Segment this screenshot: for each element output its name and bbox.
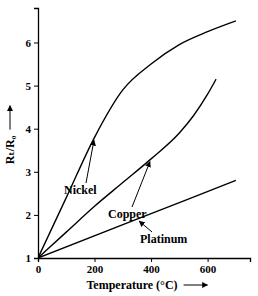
y-tick-mark — [34, 42, 38, 43]
x-tick: 400 — [143, 258, 160, 275]
x-tick-label: 400 — [143, 263, 160, 275]
series-line — [38, 180, 236, 258]
x-tick: 600 — [200, 258, 217, 275]
y-tick-label: 3 — [26, 166, 32, 178]
chart: 0 200 400 600 1 2 3 4 5 6 Nickel Copper Platinum Temp… — [0, 0, 258, 296]
x-tick: 200 — [87, 258, 104, 275]
x-tick-mark — [95, 258, 96, 262]
x-tick-mark — [208, 258, 209, 262]
y-tick-label: 1 — [26, 252, 32, 264]
x-tick-label: 200 — [87, 263, 104, 275]
x-tick-mark — [151, 258, 152, 262]
y-tick: 3 — [26, 166, 39, 178]
y-tick-label: 5 — [26, 80, 32, 92]
series-label: Copper — [108, 207, 147, 221]
x-axis-title: Temperature (°C) — [86, 278, 177, 292]
y-tick-mark — [34, 215, 38, 216]
x-axis: 0 200 400 600 — [36, 258, 251, 275]
y-axis-line — [34, 9, 39, 259]
x-tick-label: 0 — [36, 263, 42, 275]
y-tick: 6 — [26, 37, 39, 49]
series-label: Platinum — [140, 232, 187, 246]
y-tick: 1 — [26, 252, 39, 264]
x-tick-label: 600 — [200, 263, 217, 275]
x-tick: 0 — [36, 258, 42, 275]
y-tick-label: 6 — [26, 37, 32, 49]
y-tick-label: 4 — [26, 123, 32, 135]
y-tick-label: 2 — [26, 209, 32, 221]
y-tick-mark — [34, 258, 38, 259]
y-axis: 1 2 3 4 5 6 — [26, 9, 39, 265]
series-line — [38, 21, 236, 258]
y-tick: 5 — [26, 80, 39, 92]
label-arrow — [132, 162, 150, 207]
plot-area — [38, 21, 236, 258]
label-arrow — [139, 221, 152, 232]
y-tick: 2 — [26, 209, 39, 221]
series-line — [38, 79, 216, 258]
series-labels: Nickel Copper Platinum — [64, 140, 187, 246]
y-tick-mark — [34, 172, 38, 173]
x-axis-arrow — [184, 285, 208, 286]
label-arrow — [86, 140, 94, 183]
y-tick: 4 — [26, 123, 39, 135]
y-axis-arrow — [10, 106, 11, 130]
y-tick-mark — [34, 86, 38, 87]
series-label: Nickel — [64, 183, 97, 197]
y-axis-title: Rₜ/R₀ — [3, 135, 17, 164]
x-axis-line — [39, 259, 251, 263]
y-tick-mark — [34, 129, 38, 130]
